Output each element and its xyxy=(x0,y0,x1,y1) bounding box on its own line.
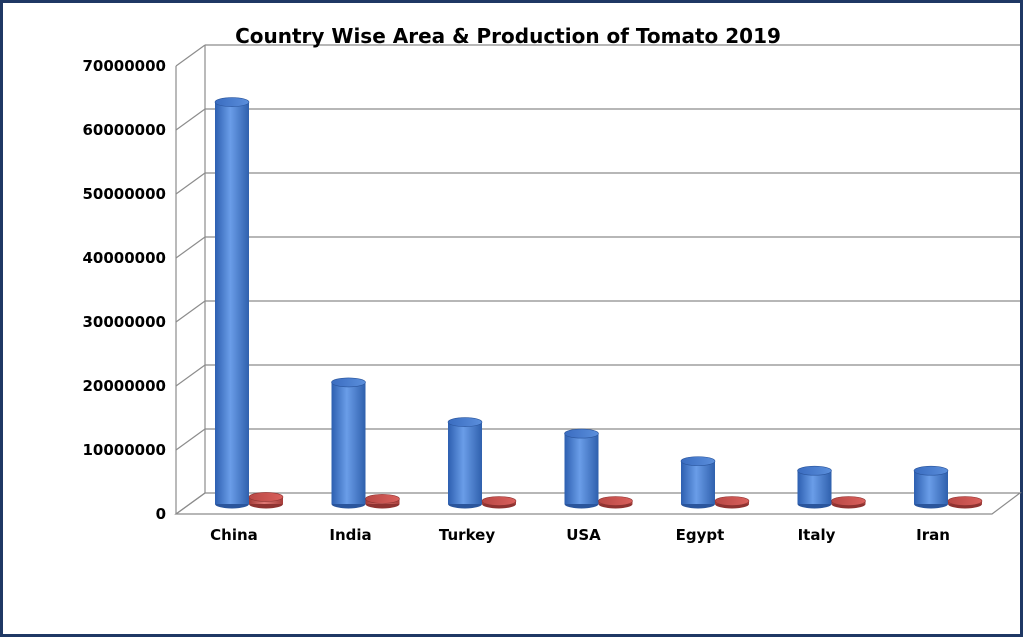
bar-b-china xyxy=(248,492,284,509)
bar-body xyxy=(331,382,366,504)
y-tick-label: 70000000 xyxy=(83,57,167,75)
x-axis: China India Turkey USA Egypt Italy Iran xyxy=(210,526,950,544)
bar-a-italy xyxy=(797,465,832,509)
side-gridline xyxy=(175,364,206,387)
bar-top xyxy=(248,492,284,502)
bar-b-turkey xyxy=(481,496,517,509)
side-gridline xyxy=(175,428,206,451)
bar-top xyxy=(214,97,250,107)
y-tick-label: 0 xyxy=(156,505,166,523)
side-gridline xyxy=(175,44,206,67)
bar-body xyxy=(448,422,482,504)
bar-top xyxy=(680,456,716,466)
bar-top xyxy=(331,377,366,388)
bar-top xyxy=(598,496,633,506)
x-tick-label: India xyxy=(329,526,371,544)
bar-a-india xyxy=(331,377,366,509)
bar-a-egypt xyxy=(680,456,716,509)
x-tick-label: China xyxy=(210,526,258,544)
bar-top xyxy=(564,428,599,439)
bar-a-usa xyxy=(564,428,599,509)
bar-b-usa xyxy=(598,496,633,509)
bar-top xyxy=(365,494,400,504)
bar-top xyxy=(714,496,750,506)
bar-b-italy xyxy=(831,496,866,509)
plot-area xyxy=(214,97,983,509)
bar-top xyxy=(797,465,832,476)
y-tick-label: 60000000 xyxy=(83,121,167,139)
bar-top xyxy=(481,496,517,506)
bar-b-egypt xyxy=(714,496,750,509)
x-tick-label: Egypt xyxy=(676,526,725,544)
bar-body xyxy=(215,102,249,504)
side-gridline xyxy=(175,236,206,259)
bar-b-india xyxy=(365,494,400,509)
bar-body xyxy=(564,433,599,504)
side-gridline xyxy=(175,492,206,515)
side-gridline xyxy=(175,300,206,323)
chart-title: Country Wise Area & Production of Tomato… xyxy=(235,24,781,48)
side-gridline xyxy=(175,172,206,195)
y-tick-label: 20000000 xyxy=(83,377,167,395)
bar-body xyxy=(914,470,948,504)
x-tick-label: USA xyxy=(566,526,601,544)
y-tick-label: 30000000 xyxy=(83,313,167,331)
bar-top xyxy=(831,496,866,506)
bar-a-turkey xyxy=(447,417,483,509)
x-tick-label: Iran xyxy=(916,526,950,544)
y-axis: 0 10000000 20000000 30000000 40000000 5000000… xyxy=(83,57,167,523)
y-tick-label: 50000000 xyxy=(83,185,167,203)
bar-a-china xyxy=(214,97,250,509)
side-gridline xyxy=(175,108,206,131)
y-tick-label: 40000000 xyxy=(83,249,167,267)
x-tick-label: Turkey xyxy=(439,526,495,544)
bar-top xyxy=(447,417,483,427)
bar-body xyxy=(797,470,832,504)
y-tick-label: 10000000 xyxy=(83,441,167,459)
x-tick-label: Italy xyxy=(798,526,836,544)
bar-body xyxy=(681,461,715,504)
bar-top xyxy=(947,496,983,506)
bar-a-iran xyxy=(913,465,949,509)
bar-top xyxy=(913,465,949,476)
bar-b-iran xyxy=(947,496,983,509)
